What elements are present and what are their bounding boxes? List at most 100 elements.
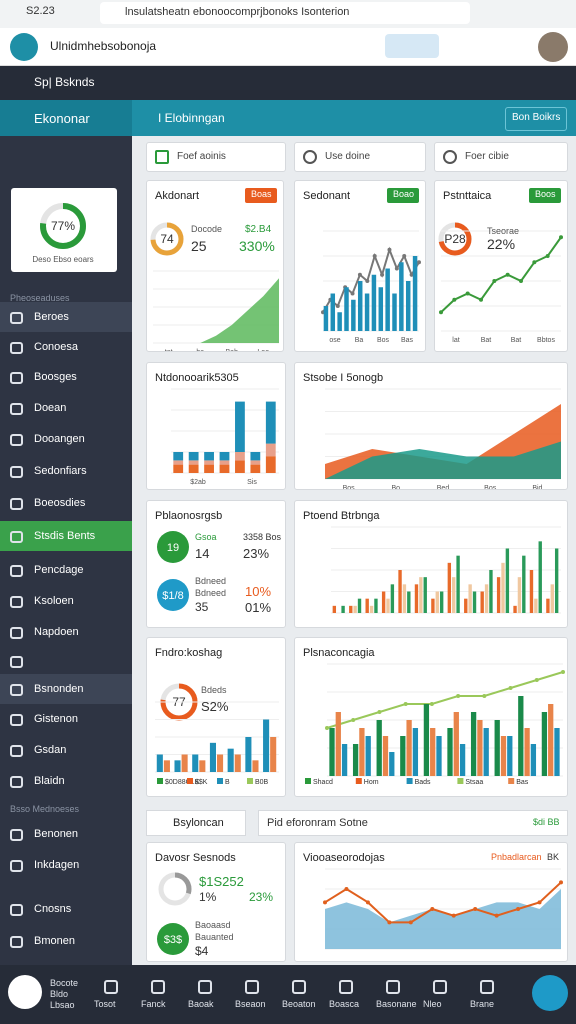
nav-icon[interactable] — [433, 980, 447, 994]
avatar[interactable] — [538, 32, 568, 62]
legend-swatch — [157, 778, 163, 784]
nav-icon[interactable] — [104, 980, 118, 994]
sidebar-icon — [10, 403, 23, 415]
filter-input[interactable]: Use doine — [294, 142, 426, 172]
bar — [496, 577, 501, 613]
legend-swatch — [305, 778, 311, 784]
bar — [378, 287, 384, 331]
filter-icon — [443, 150, 457, 164]
stat-text: Bauanted — [195, 932, 234, 942]
sidebar-item: Gsdan — [34, 744, 67, 756]
nav-icon[interactable] — [339, 980, 353, 994]
point — [532, 260, 537, 265]
sidebar-item: Doean — [34, 402, 67, 414]
x-label: lat — [452, 337, 459, 344]
bar — [364, 293, 370, 331]
x-label: Bat — [481, 337, 492, 344]
point — [561, 670, 565, 674]
section-selector[interactable] — [0, 100, 132, 136]
stat-text: Bdneed — [195, 588, 227, 598]
legend-swatch — [247, 778, 253, 784]
profile-button[interactable] — [8, 975, 42, 1009]
toolbar-button[interactable] — [385, 34, 439, 58]
point — [335, 304, 340, 308]
card-title: Ntdonooarik5305 — [155, 372, 239, 384]
stat-text: Tseorae — [487, 226, 520, 236]
nav-icon[interactable] — [480, 980, 494, 994]
bar — [414, 584, 419, 613]
point — [505, 272, 510, 277]
separator-text: Pid eforonram Sotne — [267, 817, 368, 829]
bar — [382, 736, 389, 776]
bar — [235, 460, 245, 473]
action-button[interactable] — [505, 107, 567, 131]
stat-text: 01% — [245, 600, 272, 615]
stat-circle-label: $1/8 — [162, 590, 183, 602]
bar — [204, 464, 214, 473]
stat-text: 23% — [249, 890, 274, 904]
legend-label: Bads — [415, 779, 431, 786]
card-badge-text: Boas — [251, 189, 272, 199]
point — [417, 260, 421, 265]
bar — [173, 460, 184, 465]
bar — [181, 754, 188, 772]
card-graphics: P28 lat Bat Bat Bbtos — [438, 222, 563, 344]
sidebar-icon — [10, 372, 23, 384]
fab-button[interactable] — [532, 975, 568, 1011]
bar — [217, 754, 224, 772]
app-logo[interactable] — [10, 33, 38, 61]
stat-text: Bdneed — [195, 576, 227, 586]
card-title: Davosr Sesnods — [155, 852, 236, 864]
legend-label: Stsaa — [465, 779, 483, 786]
bar — [174, 760, 181, 772]
sidebar-icon — [10, 904, 23, 916]
point — [465, 291, 470, 296]
nav-icon[interactable] — [198, 980, 212, 994]
sidebar-icon — [10, 342, 23, 354]
sidebar-icon — [10, 684, 23, 696]
bar — [163, 760, 170, 772]
sidebar-item: Cnosns — [34, 903, 72, 915]
filter-input[interactable]: Foef aoinis — [146, 142, 286, 172]
bar — [376, 720, 382, 776]
point — [452, 297, 457, 302]
stat-text: $1S252 — [199, 874, 244, 889]
nav-icon[interactable] — [292, 980, 306, 994]
card: Fndro:koshag 77 $0D88C1K $$K B B0B Bdeds S2% — [146, 637, 286, 797]
stat-text: $4 — [195, 944, 209, 958]
bar — [199, 760, 206, 772]
card-graphics — [323, 868, 563, 950]
bar — [464, 598, 468, 613]
point — [492, 279, 497, 283]
bar — [513, 605, 517, 613]
address-bar[interactable] — [100, 2, 470, 24]
filter-input[interactable]: Foer cibie — [434, 142, 568, 172]
nav-icon[interactable] — [386, 980, 400, 994]
nav-icon[interactable] — [151, 980, 165, 994]
stat-text: Docode — [191, 224, 223, 234]
bar — [188, 460, 199, 465]
point — [516, 907, 521, 911]
separator-right: Pid eforonram Sotne $di BB — [258, 810, 568, 836]
app-toolbar — [0, 28, 576, 66]
card-title: Pstnttaica — [443, 190, 492, 202]
bar — [250, 452, 261, 461]
bar — [439, 591, 444, 613]
tab-title: S2.23 — [26, 5, 55, 17]
bar — [477, 720, 483, 776]
nav-label: Boasca — [329, 999, 360, 1009]
bar — [435, 591, 439, 613]
point — [387, 247, 392, 252]
sidebar-item: Bsnonden — [34, 683, 84, 695]
bar — [505, 548, 510, 613]
sidebar-icon — [10, 860, 23, 872]
x-label: Ba — [355, 337, 364, 344]
card-graphics: Shacd Hom Bads Stsaa Bas — [305, 663, 565, 786]
nav-label: Bseaon — [235, 999, 266, 1009]
nav-icon[interactable] — [245, 980, 259, 994]
bar — [517, 577, 522, 613]
point — [402, 254, 407, 258]
card: Pblaonosrgsb 19 $1/8 Gsoa 14 3358 Bos 23% Bdnee… — [146, 500, 286, 628]
x-label: Bid — [532, 485, 542, 489]
bar — [483, 728, 489, 776]
